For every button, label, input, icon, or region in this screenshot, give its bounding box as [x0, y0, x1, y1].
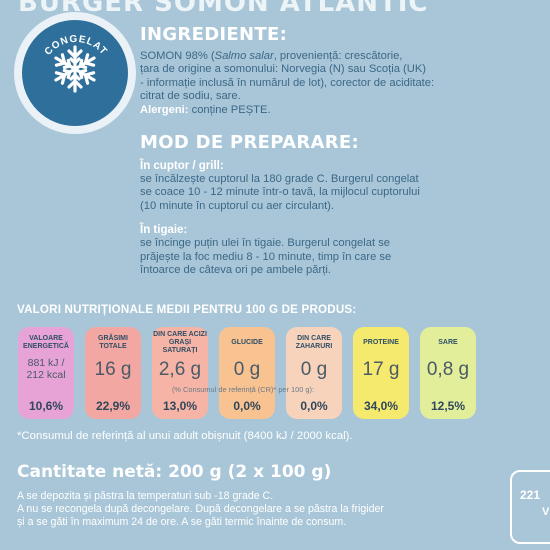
oven-block: În cuptor / grill: se încălzește cuptoru…	[140, 159, 540, 213]
pan-line-3: întoarce de câteva ori pe ambele părți.	[140, 264, 331, 277]
nutrition-percent: 13,0%	[162, 399, 198, 413]
nutrition-label: PROTEINE	[363, 339, 399, 347]
nutrition-label: GRĂSIMI TOTALE	[98, 335, 128, 350]
nutrition-label: SARE	[438, 339, 458, 347]
nutrition-label: DIN CARE ZAHARURI	[295, 335, 333, 350]
nutrition-heading: VALORI NUTRIȚIONALE MEDII PENTRU 100 G D…	[17, 303, 357, 316]
nutrition-percent: 0,0%	[233, 399, 261, 413]
nutrition-value: 0,8 g	[426, 359, 470, 380]
ingredients-line-1-suffix: , proveniență: crescătorie,	[273, 50, 403, 62]
preparation-heading: MOD DE PREPARARE:	[140, 132, 359, 153]
reference-note: (% Consumul de referință (CR)* per 100 g…	[171, 385, 315, 394]
oven-line-1: se încălzește cuptorul la 180 grade C. B…	[140, 173, 419, 185]
frozen-badge: CONGELAT	[14, 12, 136, 134]
ingredients-line-1: SOMON 98% (Salmo salar, proveniență: cre…	[140, 50, 540, 63]
nutrition-tile-energy: VALOARE ENERGETICĂ 881 kJ / 212 kcal 10,…	[18, 327, 74, 419]
nutrition-percent: 0,0%	[300, 399, 328, 413]
species-latin-name: Salmo salar	[214, 50, 274, 62]
oven-line-2: se coace 10 - 12 minute într-o tavă, la …	[140, 186, 420, 199]
corner-code-sub: V	[542, 506, 550, 518]
reference-footnote: *Consumul de referință al unui adult obi…	[17, 430, 353, 442]
allergens-value: conține PEȘTE.	[188, 103, 271, 116]
product-title: BURGER SOMON ATLANTIC	[18, 0, 429, 18]
nutrition-tile-carbs: GLUCIDE 0 g 0,0%	[219, 327, 275, 419]
storage-line-3: și a se găti în maximum 24 de ore. A se …	[17, 516, 347, 528]
pan-line-1: se încinge puțin ulei în tigaie. Burgeru…	[140, 237, 391, 250]
nutrition-value: 881 kJ / 212 kcal	[26, 357, 66, 381]
storage-instructions: A se depozita și păstra la temperaturi s…	[17, 490, 384, 529]
ingredients-line-1-prefix: SOMON 98% (	[140, 50, 215, 62]
nutrition-label: GLUCIDE	[231, 339, 263, 347]
ingredients-text: SOMON 98% (Salmo salar, proveniență: cre…	[140, 50, 540, 117]
nutrition-label: DIN CARE ACIZI GRAȘI SATURAȚI	[153, 331, 207, 354]
storage-line-1: A se depozita și păstra la temperaturi s…	[17, 490, 274, 502]
nutrition-percent: 22,9%	[95, 399, 131, 413]
ingredients-line-4: citrat de sodiu, sare.	[140, 90, 241, 103]
nutrition-tile-sugars: DIN CARE ZAHARURI 0 g 0,0%	[286, 327, 342, 419]
ingredients-line-3: - informație inclusă în numărul de lot),…	[140, 76, 435, 89]
preparation-section: MOD DE PREPARARE: În cuptor / grill: se …	[140, 132, 540, 277]
nutrition-tile-protein: PROTEINE 17 g 34,0%	[353, 327, 409, 419]
net-quantity: Cantitate netă: 200 g (2 x 100 g)	[17, 462, 332, 482]
ingredients-line-2: țara de origine a somonului: Norvegia (N…	[140, 63, 427, 76]
nutrition-tile-fat: GRĂSIMI TOTALE 16 g 22,9%	[85, 327, 141, 419]
nutrition-tile-salt: SARE 0,8 g 12,5%	[420, 327, 476, 419]
oven-line-3: (10 minute în cuptorul cu aer circulant)…	[140, 199, 335, 212]
pan-line-2: prăjește la foc mediu 8 - 10 minute, tim…	[140, 250, 392, 263]
nutrition-value: 17 g	[362, 359, 400, 380]
nutrition-value: 16 g	[94, 359, 132, 380]
corner-code: 221	[520, 488, 541, 502]
oven-label: În cuptor / grill:	[140, 160, 224, 172]
nutrition-percent: 12,5%	[430, 399, 466, 413]
nutrition-percent: 34,0%	[363, 399, 399, 413]
nutrition-value: 0 g	[233, 359, 261, 380]
snowflake-icon	[51, 45, 99, 93]
nutrition-value: 0 g	[300, 359, 328, 380]
pan-label: În tigaie:	[140, 224, 188, 237]
nutrition-tile-saturated-fat: DIN CARE ACIZI GRAȘI SATURAȚI 2,6 g 13,0…	[152, 327, 208, 419]
pan-block: În tigaie: se încinge puțin ulei în tiga…	[140, 223, 540, 277]
nutrition-value: 2,6 g	[158, 359, 202, 380]
storage-line-2: A nu se recongela după decongelare. După…	[17, 503, 384, 515]
corner-code-box: 221 V	[510, 470, 550, 544]
nutrition-percent: 10,6%	[28, 399, 64, 413]
ingredients-heading: INGREDIENTE:	[140, 24, 288, 45]
allergens-label: Alergeni:	[140, 103, 189, 116]
nutrition-label: VALOARE ENERGETICĂ	[23, 335, 69, 350]
ingredients-section: INGREDIENTE: SOMON 98% (Salmo salar, pro…	[140, 24, 540, 117]
allergens-line: Alergeni: conține PEȘTE.	[140, 104, 540, 117]
